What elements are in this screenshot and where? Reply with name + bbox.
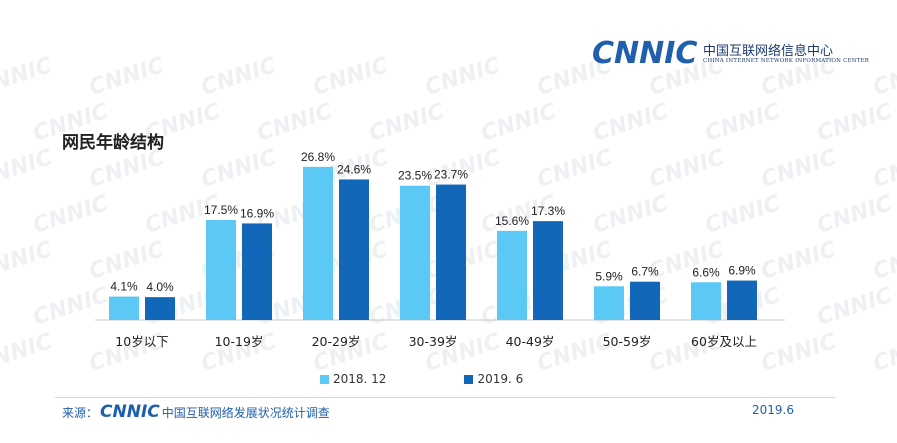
data-label: 5.9%	[595, 269, 623, 283]
data-label: 17.3%	[531, 204, 565, 218]
bar	[497, 230, 527, 320]
data-label: 23.5%	[398, 169, 432, 183]
bar	[727, 280, 757, 320]
legend-label-series-2: 2019. 6	[477, 372, 524, 386]
publish-date: 2019.6	[752, 403, 794, 417]
data-label: 26.8%	[301, 150, 335, 164]
x-tick-label: 10-19岁	[215, 334, 264, 349]
bar	[533, 221, 563, 320]
legend-swatch-series-1	[320, 374, 329, 384]
x-tick-label: 30-39岁	[409, 334, 458, 349]
data-label: 23.7%	[434, 168, 468, 182]
cnnic-logo: CNNIC 中国互联网络信息中心 CHINA INTERNET NETWORK …	[592, 38, 892, 74]
legend-swatch-series-2	[464, 374, 474, 384]
x-tick-label: 40-49岁	[506, 334, 555, 349]
x-tick-label: 10岁以下	[115, 334, 168, 349]
source-label: 来源：	[62, 405, 99, 420]
bar	[400, 185, 430, 320]
bar	[594, 286, 624, 320]
chart-legend: 2018. 12 2019. 6	[320, 372, 601, 386]
data-label: 6.9%	[728, 264, 756, 278]
bar	[206, 220, 236, 320]
data-label: 16.9%	[240, 206, 274, 220]
x-tick-label: 60岁及以上	[691, 334, 757, 349]
data-label: 6.6%	[692, 265, 720, 279]
x-tick-label: 50-59岁	[603, 334, 652, 349]
source-logo: CNNIC	[100, 402, 160, 422]
x-tick-label: 20-29岁	[312, 334, 361, 349]
bar	[303, 166, 333, 320]
cnnic-logo-chinese-name: 中国互联网络信息中心	[703, 44, 834, 59]
source-note: 来源： CNNIC 中国互联网络发展状况统计调查	[62, 402, 330, 422]
legend-item-series-1: 2018. 12	[320, 372, 386, 386]
data-label: 4.1%	[110, 280, 138, 294]
legend-label-series-1: 2018. 12	[333, 372, 387, 386]
bar	[145, 297, 175, 320]
footer-divider	[55, 397, 835, 398]
data-label: 15.6%	[495, 214, 529, 228]
source-text: 中国互联网络发展状况统计调查	[161, 405, 330, 420]
data-label: 17.5%	[204, 203, 238, 217]
data-label: 24.6%	[337, 162, 371, 176]
bar	[691, 282, 721, 320]
bar	[109, 296, 139, 320]
bar	[339, 179, 369, 320]
cnnic-logo-english-name: CHINA INTERNET NETWORK INFORMATION CENTE…	[703, 58, 870, 64]
cnnic-logo-word: CNNIC	[592, 36, 698, 71]
data-label: 6.7%	[631, 265, 659, 279]
legend-item-series-2: 2019. 6	[464, 372, 523, 386]
bar	[242, 223, 272, 320]
page-title: 网民年龄结构	[62, 133, 164, 153]
bar	[436, 184, 466, 320]
bar	[630, 281, 660, 320]
data-label: 4.0%	[146, 280, 174, 294]
